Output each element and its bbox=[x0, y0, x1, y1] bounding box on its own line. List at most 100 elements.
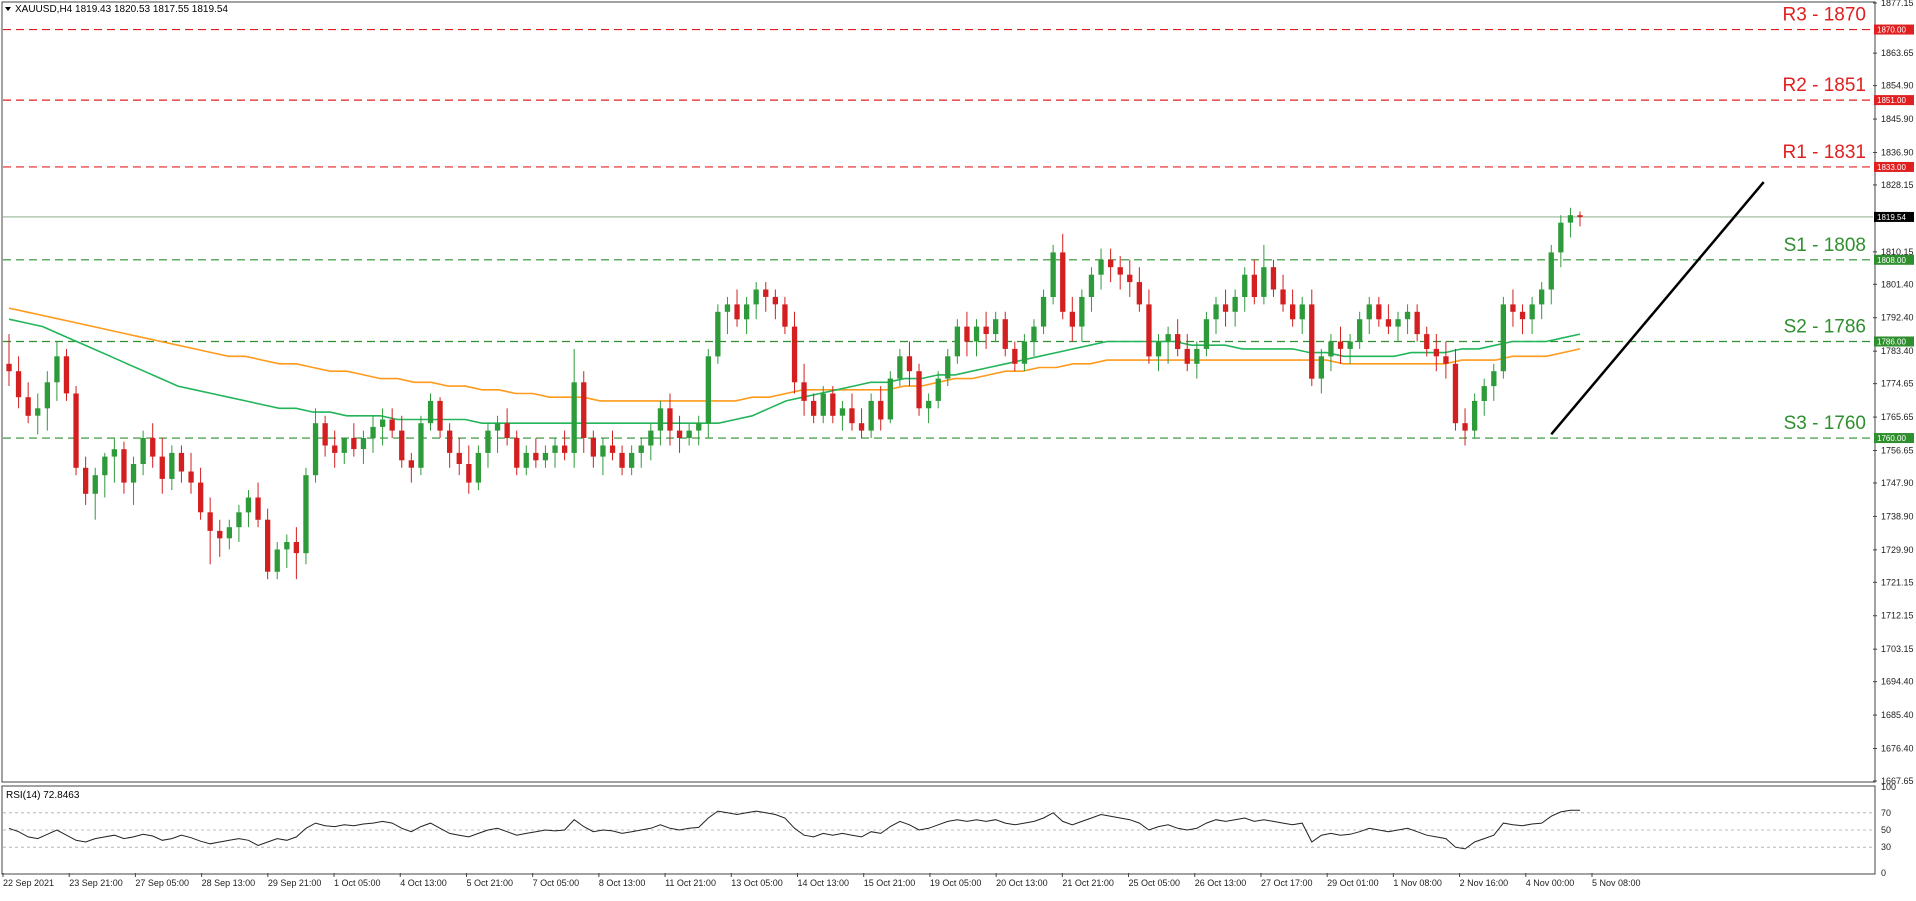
candle-body bbox=[236, 512, 242, 528]
candle-body bbox=[696, 423, 702, 431]
candle-body bbox=[54, 356, 60, 383]
candle-body bbox=[801, 382, 807, 401]
candle-body bbox=[791, 326, 798, 383]
candle bbox=[763, 282, 769, 312]
candle bbox=[1491, 363, 1497, 401]
y-tick-label: 1863.65 bbox=[1881, 48, 1914, 58]
candle bbox=[427, 393, 434, 431]
candle-body bbox=[1548, 252, 1554, 290]
candle bbox=[188, 452, 194, 494]
candle bbox=[1136, 267, 1142, 312]
x-tick-label: 25 Oct 05:00 bbox=[1129, 878, 1181, 888]
candle bbox=[178, 445, 185, 483]
x-tick-label: 26 Oct 13:00 bbox=[1195, 878, 1247, 888]
candle bbox=[657, 400, 664, 446]
candle bbox=[198, 467, 204, 520]
candle bbox=[1539, 282, 1545, 320]
candle-body bbox=[504, 423, 510, 439]
y-tick-label: 1877.15 bbox=[1881, 0, 1914, 8]
candle bbox=[140, 430, 146, 476]
trendline bbox=[1550, 181, 1765, 436]
candle-body bbox=[44, 382, 50, 409]
candle bbox=[322, 415, 328, 457]
rsi-group: 100 70 50 30 0 bbox=[3, 782, 1896, 878]
trendline-group bbox=[1550, 181, 1765, 436]
level-label: R2 - 1851 bbox=[1783, 75, 1866, 96]
candle-body bbox=[648, 430, 654, 446]
candle-body bbox=[1529, 304, 1535, 320]
candle bbox=[973, 319, 980, 357]
x-tick-label: 20 Oct 13:00 bbox=[996, 878, 1048, 888]
candle bbox=[303, 467, 309, 565]
candle bbox=[102, 452, 108, 498]
candle-body bbox=[1270, 267, 1277, 290]
candle bbox=[92, 467, 98, 520]
level-label: S2 - 1786 bbox=[1784, 316, 1866, 337]
candle bbox=[1404, 304, 1411, 335]
candle-body bbox=[1385, 319, 1392, 327]
candle bbox=[801, 363, 807, 416]
candle bbox=[6, 334, 12, 387]
candle bbox=[1040, 289, 1047, 335]
candle-body bbox=[1462, 423, 1468, 431]
rsi-header: RSI(14) 72.8463 bbox=[6, 790, 80, 801]
candle bbox=[236, 504, 242, 543]
candle-body bbox=[1519, 311, 1526, 320]
candle-body bbox=[102, 456, 108, 476]
x-tick-label: 23 Sep 21:00 bbox=[69, 878, 123, 888]
candle-body bbox=[1261, 267, 1267, 297]
candle bbox=[1309, 289, 1315, 387]
y-tick-label: 1854.90 bbox=[1881, 81, 1914, 91]
candle bbox=[54, 341, 60, 401]
candle-body bbox=[274, 549, 280, 572]
candle bbox=[562, 430, 568, 461]
candle bbox=[1184, 334, 1190, 372]
candle-body bbox=[140, 438, 146, 464]
candle-body bbox=[312, 423, 319, 476]
y-tick-label: 1676.40 bbox=[1881, 744, 1914, 754]
candle bbox=[1108, 248, 1114, 283]
candle-body bbox=[1472, 400, 1478, 431]
candle-body bbox=[1213, 304, 1219, 320]
candle bbox=[1261, 244, 1267, 305]
x-tick-label: 1 Oct 05:00 bbox=[334, 878, 381, 888]
candle-body bbox=[265, 519, 271, 572]
candle bbox=[696, 415, 702, 446]
candle-body bbox=[380, 419, 386, 427]
candle-body bbox=[1127, 274, 1133, 283]
candle bbox=[858, 408, 865, 439]
y-tick-label: 1828.15 bbox=[1881, 180, 1914, 190]
candle-body bbox=[63, 356, 70, 394]
candle-body bbox=[705, 356, 711, 424]
candle bbox=[226, 519, 232, 550]
candle-body bbox=[533, 452, 539, 461]
candle bbox=[217, 519, 223, 557]
candle-body bbox=[456, 452, 462, 464]
candle-body bbox=[973, 326, 980, 342]
candle-body bbox=[552, 445, 558, 453]
candle bbox=[849, 393, 855, 431]
collapse-triangle-icon[interactable] bbox=[5, 7, 11, 11]
candle-body bbox=[322, 423, 328, 446]
candle bbox=[389, 408, 395, 439]
candle-body bbox=[686, 430, 692, 438]
candle bbox=[399, 415, 405, 468]
candle bbox=[1347, 334, 1353, 364]
candle bbox=[1452, 348, 1459, 431]
candle-body bbox=[897, 356, 903, 379]
candle-body bbox=[1500, 304, 1506, 372]
level-price-tag bbox=[1874, 161, 1914, 172]
candle bbox=[1050, 244, 1056, 305]
candle bbox=[1299, 296, 1305, 335]
candle bbox=[1481, 378, 1487, 416]
candle-body bbox=[820, 393, 826, 416]
candle-body bbox=[226, 527, 232, 539]
candle-body bbox=[1165, 334, 1171, 342]
candle-body bbox=[351, 438, 357, 450]
candle-body bbox=[1079, 296, 1085, 327]
candle-body bbox=[1222, 304, 1229, 312]
candle-body bbox=[1309, 304, 1315, 379]
candle-body bbox=[418, 423, 424, 468]
candle-body bbox=[1040, 296, 1047, 327]
candle bbox=[44, 371, 50, 431]
